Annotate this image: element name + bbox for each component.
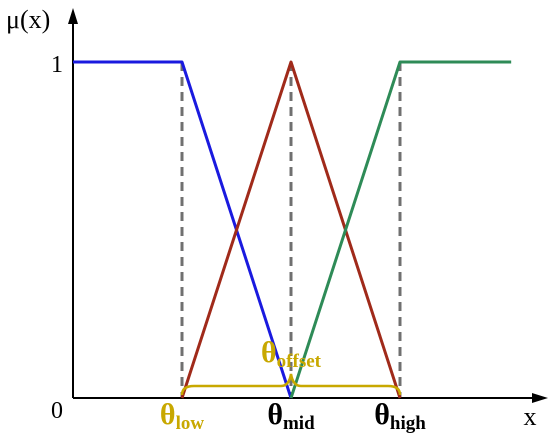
x-marker-labels: θlow θmid θhigh [160, 398, 426, 434]
offset-label: θoffset [261, 336, 322, 372]
y-axis-label: μ(x) [6, 5, 50, 34]
series-line-3 [289, 60, 512, 399]
x-axis-arrow [532, 393, 548, 403]
x-axis-label: x [524, 402, 537, 431]
axes [68, 8, 548, 403]
guide-lines [180, 62, 402, 398]
marker-label-mid: θmid [267, 398, 315, 434]
series-line-1 [73, 60, 293, 399]
labels: μ(x) x 0 1 [6, 5, 537, 431]
offset-brace-path [180, 373, 402, 396]
series-line-2 [180, 60, 402, 399]
series-lines [73, 60, 512, 399]
offset-brace: θoffset [180, 336, 402, 396]
marker-label-low: θlow [160, 398, 204, 434]
marker-label-high: θhigh [374, 398, 426, 434]
origin-label: 0 [51, 398, 63, 424]
y-axis-arrow [68, 8, 78, 24]
y-tick-label-1: 1 [51, 52, 63, 78]
